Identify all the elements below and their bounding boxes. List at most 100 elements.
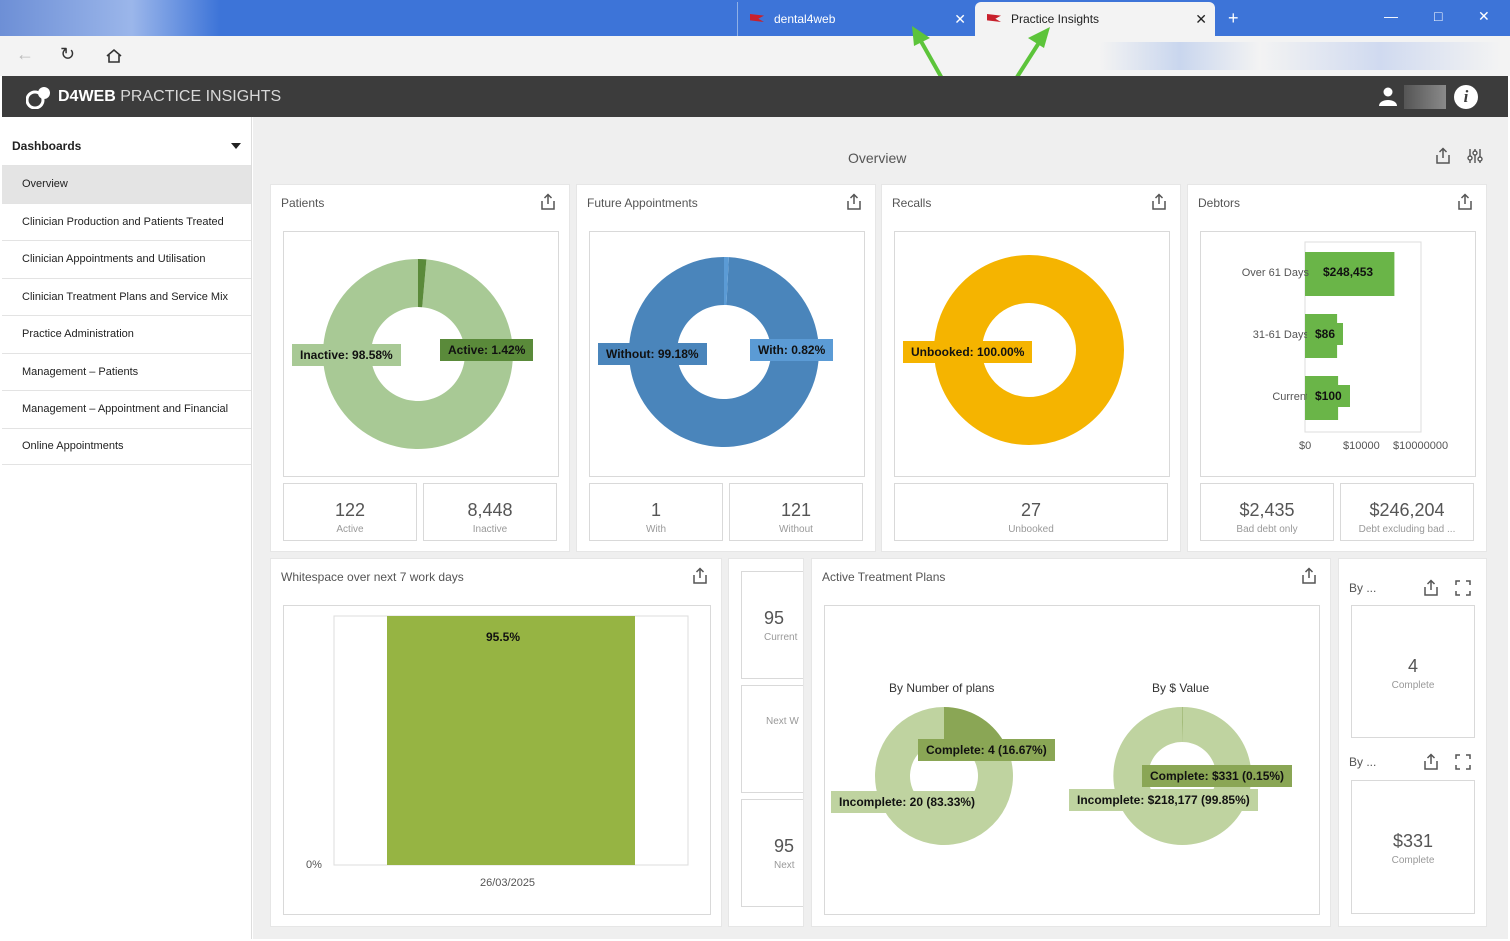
active-treatment-plans-card: Active Treatment Plans By Number of plan… — [811, 558, 1331, 927]
share-icon[interactable] — [1150, 193, 1168, 211]
sidebar-item-clinician-appointments[interactable]: Clinician Appointments and Utilisation — [2, 240, 251, 278]
kpi-value: 27 — [1020, 500, 1042, 520]
sidebar-item-label: Online Appointments — [22, 440, 124, 453]
data-label-inactive: Inactive: 98.58% — [292, 344, 401, 366]
kpi-inactive: 8,448 Inactive — [423, 483, 557, 541]
data-label-with: With: 0.82% — [750, 339, 834, 361]
kpi-value: 4 — [1407, 656, 1418, 676]
user-icon[interactable] — [1378, 86, 1398, 106]
debtors-card: Debtors Over 61 Days 31-61 Days Current … — [1187, 184, 1487, 552]
donut-slice-complete[interactable] — [1182, 706, 1183, 742]
x-tick-label: $0 — [1299, 440, 1312, 452]
data-label-complete-value: Complete: $331 (0.15%) — [1142, 765, 1293, 787]
kpi-value: $331 — [1392, 831, 1434, 851]
card-title: Whitespace over next 7 work days — [281, 570, 464, 584]
sidebar-item-label: Practice Administration — [22, 328, 134, 341]
card-title: Patients — [281, 196, 325, 210]
patients-donut — [322, 259, 513, 449]
partial-kpi-column: 95 Current Next W 95 Next — [728, 558, 804, 927]
home-icon[interactable] — [105, 47, 123, 65]
product-name: PRACTICE INSIGHTS — [120, 88, 282, 105]
sidebar-item-overview[interactable]: Overview — [2, 165, 251, 203]
sidebar-dashboards-header[interactable]: Dashboards — [2, 117, 251, 165]
donut-slice-active[interactable] — [417, 259, 427, 308]
sidebar-item-online-appointments[interactable]: Online Appointments — [2, 427, 251, 465]
back-icon[interactable]: ← — [16, 44, 34, 64]
kpi-without: 121 Without — [729, 483, 863, 541]
sidebar-item-clinician-production[interactable]: Clinician Production and Patients Treate… — [2, 202, 251, 241]
data-label-without: Without: 99.18% — [598, 343, 707, 365]
expand-icon[interactable] — [1454, 579, 1472, 597]
filter-sliders-icon[interactable] — [1466, 147, 1484, 165]
sidebar-item-management-patients[interactable]: Management – Patients — [2, 352, 251, 391]
sidebar-item-practice-administration[interactable]: Practice Administration — [2, 315, 251, 353]
sidebar-item-label: Overview — [22, 178, 68, 191]
dashboard-main: Overview Patients Inactive: 98.58% Activ… — [253, 117, 1508, 939]
sidebar-item-management-appointment-financial[interactable]: Management – Appointment and Financial — [2, 390, 251, 428]
share-icon[interactable] — [1300, 567, 1318, 585]
share-icon[interactable] — [1456, 193, 1474, 211]
kpi-label: Inactive — [472, 524, 508, 535]
kpi-value: $246,204 — [1369, 500, 1445, 520]
tab-practice-insights[interactable]: Practice Insights ✕ — [975, 2, 1215, 36]
close-tab-icon[interactable]: ✕ — [954, 11, 966, 27]
data-label-incomplete-value: Incomplete: $218,177 (99.85%) — [1069, 789, 1258, 811]
tab-dental4web[interactable]: dental4web ✕ — [737, 2, 974, 36]
sidebar-item-label: Management – Appointment and Financial — [22, 403, 229, 416]
kpi-next-week: Next W — [741, 685, 803, 793]
donut-slice-with[interactable] — [724, 257, 729, 306]
new-tab-button[interactable]: + — [1228, 8, 1239, 28]
data-label-31-61: $86 — [1307, 323, 1344, 345]
category-label: 31-61 Days — [1252, 329, 1309, 341]
expand-icon[interactable] — [1454, 753, 1472, 771]
card-title: Recalls — [892, 196, 932, 210]
kpi-label: Active — [336, 524, 364, 535]
kpi-label: With — [646, 524, 666, 535]
whitespace-card: Whitespace over next 7 work days 0% 26/0… — [270, 558, 722, 927]
x-tick-label: $10000000 — [1393, 440, 1449, 452]
sidebar-item-clinician-treatment-plans[interactable]: Clinician Treatment Plans and Service Mi… — [2, 277, 251, 316]
share-icon[interactable] — [1422, 753, 1440, 771]
data-label-unbooked: Unbooked: 100.00% — [903, 341, 1033, 363]
future-appointments-card: Future Appointments Without: 99.18% With… — [576, 184, 876, 552]
share-icon[interactable] — [845, 193, 863, 211]
kpi-current: 95 Current — [741, 571, 803, 679]
reload-icon[interactable]: ↻ — [60, 44, 76, 64]
donut-slice-inactive[interactable] — [322, 259, 513, 449]
kpi-debt-excluding-bad: $246,204 Debt excluding bad ... — [1340, 483, 1474, 541]
share-icon[interactable] — [539, 193, 557, 211]
share-icon[interactable] — [691, 567, 709, 585]
recalls-card: Recalls Unbooked: 100.00% 27 Unbooked — [881, 184, 1181, 552]
kpi-label: Without — [779, 524, 813, 535]
donut-slice-without[interactable] — [628, 256, 819, 447]
d4web-logo-icon — [26, 87, 50, 109]
y-tick-label: 0% — [306, 859, 322, 871]
whitespace-chart-area: 0% 26/03/2025 95.5% — [283, 605, 711, 915]
data-label-active: Active: 1.42% — [440, 339, 534, 361]
kpi-label: Next — [774, 860, 795, 871]
kpi-complete-value: $331 Complete — [1351, 780, 1475, 914]
info-icon[interactable]: i — [1454, 85, 1478, 109]
caret-down-icon[interactable] — [231, 143, 241, 149]
kpi-unbooked: 27 Unbooked — [894, 483, 1168, 541]
maximize-icon[interactable]: □ — [1434, 8, 1443, 24]
share-icon[interactable] — [1422, 579, 1440, 597]
favicon-icon — [750, 14, 764, 24]
window-close-icon[interactable]: ✕ — [1478, 8, 1490, 24]
app-header: D4WEB PRACTICE INSIGHTS i — [2, 76, 1508, 117]
kpi-complete-count: 4 Complete — [1351, 605, 1475, 738]
kpi-label: Complete — [1391, 855, 1435, 866]
treatment-donut-charts — [874, 706, 1252, 845]
patients-card: Patients Inactive: 98.58% Active: 1.42% … — [270, 184, 570, 552]
whitespace-bar-chart — [333, 615, 689, 866]
kpi-label: Unbooked — [1008, 524, 1054, 535]
bar-whitespace[interactable] — [387, 616, 635, 865]
minimize-icon[interactable]: — — [1384, 8, 1398, 24]
data-label-complete-count: Complete: 4 (16.67%) — [918, 739, 1055, 761]
sidebar: Dashboards Overview Clinician Production… — [2, 117, 252, 939]
x-tick-label: 26/03/2025 — [480, 877, 536, 889]
export-icon[interactable] — [1434, 147, 1452, 165]
close-tab-icon[interactable]: ✕ — [1195, 11, 1207, 27]
user-name-redacted[interactable] — [1404, 85, 1446, 109]
treatment-chart-area: By Number of plans By $ Value Complete: … — [824, 605, 1320, 915]
